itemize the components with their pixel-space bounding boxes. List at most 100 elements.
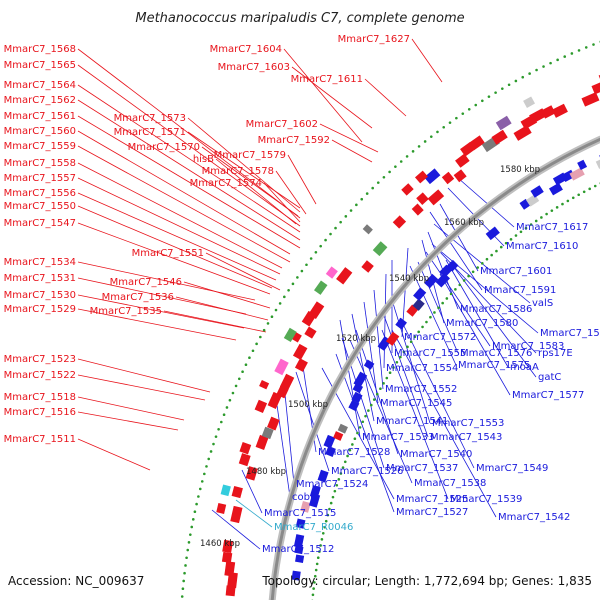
tick-dot	[255, 342, 258, 346]
reverse-gene	[351, 391, 363, 404]
tick-dot	[244, 363, 248, 366]
forward-gene	[453, 169, 467, 183]
feature-block	[259, 380, 270, 390]
forward-gene	[416, 192, 429, 205]
reverse-gene	[435, 272, 451, 288]
gene-label: MmarC7_1564	[4, 80, 76, 91]
tick-dot	[399, 355, 402, 359]
leader-line	[295, 371, 330, 472]
reverse-gene	[353, 371, 368, 388]
tick-dot	[349, 209, 353, 212]
tick-dot	[186, 548, 190, 552]
leader-line	[205, 252, 281, 291]
forward-gene	[222, 539, 234, 553]
leader-line	[77, 308, 237, 341]
tick-dot	[209, 450, 213, 453]
forward-gene	[239, 442, 252, 455]
tick-dot	[375, 392, 379, 396]
leader-line	[409, 265, 457, 366]
forward-gene	[424, 168, 441, 185]
tick-dot	[395, 360, 399, 364]
gene-label: MmarC7_1627	[338, 34, 410, 45]
tick-dot	[405, 155, 409, 158]
leader-line	[429, 211, 483, 291]
tick-dot	[385, 376, 389, 380]
gene-label: MmarC7_1527	[396, 507, 468, 518]
reverse-gene	[309, 485, 321, 499]
tick-dot	[333, 489, 337, 493]
forward-gene	[294, 358, 308, 372]
gene-label: MmarC7_1525	[396, 494, 468, 505]
forward-gene	[231, 485, 243, 499]
leader-line	[291, 66, 373, 129]
gene-label: MmarC7_R0046	[274, 522, 353, 533]
leader-line	[77, 162, 283, 269]
tick-dot	[309, 257, 313, 260]
tick-dot	[313, 581, 316, 584]
leader-line	[77, 130, 291, 255]
tick-dot	[339, 472, 343, 475]
leader-line	[351, 313, 375, 422]
gene-label: MmarC7_1515	[264, 508, 336, 519]
gene-label: MmarC7_1546	[110, 277, 182, 288]
tick-dot	[353, 437, 357, 441]
forward-gene	[224, 561, 236, 577]
forward-gene	[540, 105, 556, 119]
tick-dot	[442, 125, 446, 129]
tick-dot	[413, 335, 417, 339]
forward-gene	[411, 203, 424, 216]
tick-dot	[314, 568, 318, 572]
tick-dot	[433, 311, 436, 314]
tick-dot	[593, 184, 597, 188]
leader-line	[77, 277, 247, 315]
tick-dot	[509, 238, 513, 241]
tick-dot	[467, 274, 470, 278]
tick-dot	[417, 145, 421, 148]
reverse-gene	[530, 185, 544, 198]
tick-dot	[220, 420, 223, 424]
leader-line	[77, 374, 206, 401]
tick-dot	[490, 253, 493, 257]
forward-gene	[361, 260, 374, 273]
reverse-gene	[595, 159, 600, 169]
gene-label: MmarC7_1565	[4, 60, 76, 71]
feature-block	[314, 280, 328, 295]
leader-line	[275, 397, 291, 498]
gene-label: MmarC7_1538	[414, 478, 486, 489]
gene-label: MmarC7_1542	[498, 512, 570, 523]
gene-label: MmarC7_1518	[4, 392, 76, 403]
tick-dot	[251, 349, 255, 353]
leader-line	[439, 251, 537, 354]
feature-block	[401, 183, 414, 196]
gene-label: MmarC7_1547	[4, 218, 76, 229]
feature-block	[216, 502, 227, 514]
gene-label: MmarC7_1554	[386, 363, 458, 374]
reverse-gene	[413, 287, 427, 301]
gene-label: MmarC7_1534	[4, 257, 76, 268]
feature-block	[414, 170, 428, 184]
gene-label: hisB	[193, 154, 214, 165]
tick-dot	[231, 391, 235, 395]
forward-gene	[230, 505, 243, 524]
tick-dot	[313, 574, 317, 578]
leader-line	[355, 329, 399, 455]
leader-line	[319, 123, 379, 153]
tick-dot	[319, 244, 322, 248]
tick-dot	[339, 220, 342, 224]
backbone-ring-inner	[270, 137, 600, 600]
tick-dot	[425, 320, 428, 324]
gene-label: MmarC7_1523	[4, 354, 76, 365]
tick-dot	[278, 302, 282, 305]
reverse-gene	[317, 469, 329, 483]
forward-gene	[551, 103, 568, 118]
tick-dot	[198, 487, 202, 491]
leader-line	[77, 411, 179, 431]
tick-dot	[550, 209, 554, 212]
reverse-gene	[293, 534, 305, 548]
reverse-gene	[485, 226, 500, 241]
tick-dot	[355, 203, 358, 207]
tick-dot	[351, 443, 354, 446]
gene-label: MmarC7_1555	[394, 348, 466, 359]
tick-dot	[324, 238, 327, 242]
gene-labels: MmarC7_1568 MmarC7_1565 MmarC7_1564 MmarC7_…	[4, 34, 600, 555]
